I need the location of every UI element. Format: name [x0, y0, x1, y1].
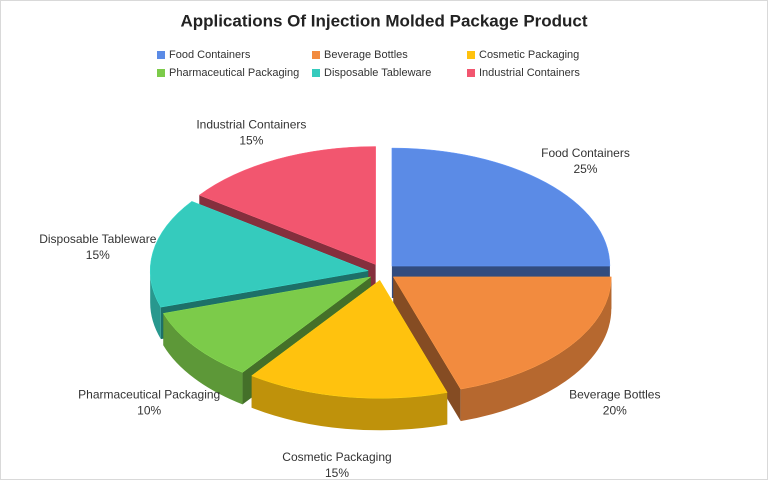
data-label-name: Beverage Bottles [569, 388, 660, 402]
slice [149, 201, 370, 308]
legend-label: Cosmetic Packaging [479, 49, 579, 61]
slice-side [460, 276, 612, 422]
legend-swatch [467, 69, 475, 77]
slice-side [251, 375, 448, 431]
legend-swatch [467, 51, 475, 59]
data-label-name: Food Containers [541, 146, 630, 160]
slice [251, 279, 448, 399]
data-label-value: 25% [573, 162, 597, 176]
data-label-value: 10% [137, 404, 161, 418]
slice [198, 146, 376, 265]
slice-side [393, 276, 461, 422]
slice [391, 147, 611, 267]
slice [392, 276, 612, 390]
data-label-name: Disposable Tableware [39, 232, 157, 246]
legend-label: Industrial Containers [479, 67, 580, 79]
slice-side [150, 270, 161, 340]
legend-swatch [157, 69, 165, 77]
slice-side [163, 313, 243, 405]
legend-label: Pharmaceutical Packaging [169, 67, 299, 79]
slice [162, 276, 371, 373]
legend-swatch [312, 69, 320, 77]
data-label-name: Cosmetic Packaging [282, 450, 391, 464]
data-label-value: 15% [239, 133, 263, 147]
legend-label: Beverage Bottles [324, 49, 408, 61]
data-label-name: Pharmaceutical Packaging [78, 388, 220, 402]
chart-title: Applications Of Injection Molded Package… [180, 11, 587, 30]
legend-label: Food Containers [169, 49, 251, 61]
legend-swatch [312, 51, 320, 59]
data-label-value: 15% [86, 248, 110, 262]
data-label-value: 20% [603, 404, 627, 418]
slice-group [392, 276, 612, 422]
data-label-value: 15% [325, 466, 349, 480]
slice-group [251, 279, 448, 431]
legend-swatch [157, 51, 165, 59]
legend-label: Disposable Tableware [324, 67, 431, 79]
data-label-name: Industrial Containers [196, 117, 306, 131]
